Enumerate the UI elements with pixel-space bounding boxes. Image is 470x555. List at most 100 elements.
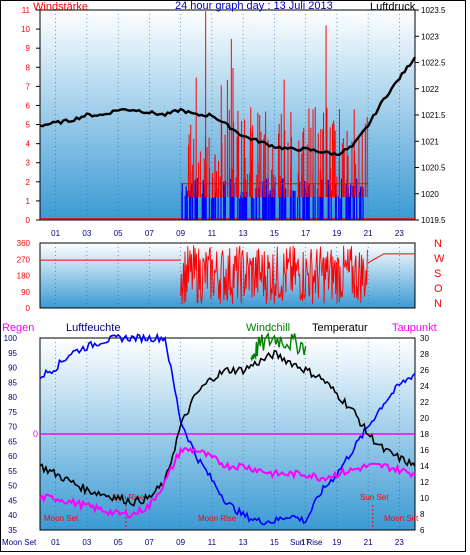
temperature-y-tick: 26 (420, 366, 429, 375)
wind-x-tick: 03 (82, 229, 91, 238)
humidity-y-tick: 85 (8, 378, 17, 387)
temp-x-tick: 13 (239, 538, 248, 547)
bottom-sun-rise-label: Sun Rise (290, 538, 323, 547)
wind-x-tick: 23 (395, 229, 404, 238)
wind-x-tick: 21 (364, 229, 373, 238)
direction-y-tick: 180 (17, 272, 31, 281)
dewpoint-label: Taupunkt (392, 322, 437, 334)
temperature-y-tick: 24 (420, 382, 429, 391)
wind-x-tick: 11 (208, 229, 217, 238)
temp-x-tick: 07 (145, 538, 154, 547)
pressure-y-tick: 1022.5 (421, 59, 446, 68)
humidity-y-tick: 50 (8, 482, 17, 491)
wind-y-tick: 4 (26, 140, 31, 149)
dewpoint-line (39, 446, 416, 519)
temp-x-tick: 15 (270, 538, 279, 547)
wind-y-tick: 11 (22, 6, 31, 15)
wind-y-tick: 8 (26, 63, 31, 72)
wind-y-tick: 1 (26, 197, 31, 206)
humidity-y-tick: 65 (8, 437, 17, 446)
sun-set-label: Sun Set (360, 493, 389, 502)
wind-x-tick: 13 (239, 229, 248, 238)
right-axis-title: Luftdruck (370, 1, 416, 13)
left-axis-title: Windstärke (33, 1, 88, 13)
humidity-y-tick: 75 (8, 408, 17, 417)
wind-x-tick: 17 (301, 229, 310, 238)
wind-x-tick: 01 (51, 229, 60, 238)
wind-y-tick: 10 (21, 25, 30, 34)
humidity-y-tick: 40 (8, 511, 17, 520)
pressure-y-tick: 1022 (421, 85, 439, 94)
humidity-y-tick: 60 (8, 452, 17, 461)
direction-evening-line (367, 253, 415, 264)
humidity-y-tick: 80 (8, 393, 17, 402)
moon-set-right-label: Moon Set (384, 514, 419, 523)
humidity-y-tick: 95 (8, 349, 17, 358)
humidity-label: Luftfeuchte (66, 322, 120, 334)
moon-set-label: Moon Set (44, 514, 79, 523)
wind-y-tick: 6 (26, 101, 31, 110)
temp-x-tick: 19 (332, 538, 341, 547)
humidity-y-tick: 70 (8, 423, 17, 432)
temperature-line (39, 349, 416, 507)
temp-x-tick: 03 (82, 538, 91, 547)
direction-compass-label: N (434, 238, 442, 250)
wind-y-tick: 0 (26, 216, 31, 225)
rain-label: Regen (2, 322, 34, 334)
temperature-y-tick: 30 (420, 334, 429, 343)
pressure-y-tick: 1023 (421, 32, 439, 41)
direction-y-tick: 90 (21, 288, 30, 297)
direction-compass-label: S (434, 268, 441, 280)
wind-x-tick: 07 (145, 229, 154, 238)
wind-x-tick: 05 (114, 229, 123, 238)
wind-x-tick: 09 (176, 229, 185, 238)
wind-y-tick: 7 (26, 82, 31, 91)
temperature-y-tick: 12 (420, 478, 429, 487)
direction-line (180, 245, 368, 305)
temp-x-tick: 21 (364, 538, 373, 547)
sun-rise-label: Sun Rise (112, 493, 145, 502)
temperature-y-tick: 28 (420, 350, 429, 359)
pressure-line (39, 56, 417, 157)
wind-x-tick: 15 (270, 229, 279, 238)
wind-y-tick: 5 (26, 121, 31, 130)
temp-x-tick: 17 (301, 538, 310, 547)
humidity-y-tick: 55 (8, 467, 17, 476)
direction-y-tick: 270 (17, 255, 31, 264)
humidity-y-tick: 35 (8, 526, 17, 535)
moon-rise-label: Moon Rise (198, 514, 237, 523)
temp-x-tick: 05 (114, 538, 123, 547)
humidity-y-tick: 100 (4, 334, 18, 343)
direction-compass-label: O (434, 283, 443, 295)
humidity-line (39, 332, 416, 526)
windchill-label: Windchill (246, 322, 290, 334)
wind-x-tick: 19 (332, 229, 341, 238)
temperature-y-tick: 16 (420, 446, 429, 455)
bottom-moon-set-label: Moon Set (2, 538, 37, 547)
direction-compass-label: N (434, 298, 442, 310)
pressure-y-tick: 1019.5 (421, 216, 446, 225)
temp-x-tick: 11 (208, 538, 217, 547)
humidity-y-tick: 45 (8, 496, 17, 505)
direction-y-tick: 0 (26, 304, 31, 313)
temp-x-tick: 23 (395, 538, 404, 547)
zero-line-label: 0 (33, 429, 38, 439)
pressure-y-tick: 1020.5 (421, 164, 446, 173)
wind-y-tick: 2 (26, 178, 31, 187)
wind-y-tick: 3 (26, 159, 31, 168)
direction-y-tick: 360 (17, 239, 31, 248)
humidity-y-tick: 90 (8, 364, 17, 373)
temp-x-tick: 01 (51, 538, 60, 547)
temperature-y-tick: 14 (420, 462, 429, 471)
pressure-y-tick: 1020 (421, 190, 439, 199)
temp-x-tick: 09 (176, 538, 185, 547)
pressure-y-tick: 1023.5 (421, 6, 446, 15)
temperature-label: Temperatur (312, 322, 368, 334)
windchill-line (250, 331, 307, 362)
temperature-y-tick: 8 (420, 510, 425, 519)
temperature-y-tick: 20 (420, 414, 429, 423)
temperature-y-tick: 6 (420, 526, 425, 535)
temperature-y-tick: 18 (420, 430, 429, 439)
wind-y-tick: 9 (26, 44, 31, 53)
